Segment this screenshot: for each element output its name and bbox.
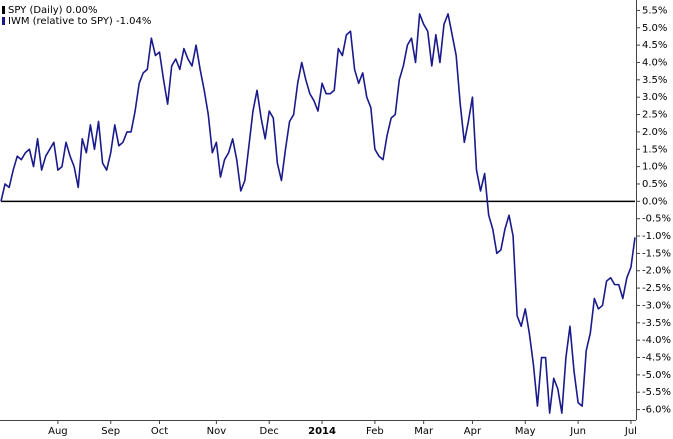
y-tick-label: -3.5% [642, 318, 671, 329]
x-tick-label: Aug [48, 426, 68, 437]
y-tick-label: 3.0% [642, 92, 667, 103]
series-line [0, 13, 636, 414]
x-tick-label: Mar [414, 426, 434, 437]
y-tick-label: -4.5% [642, 353, 671, 364]
legend-swatch [2, 6, 5, 14]
y-tick-label: 4.5% [642, 40, 667, 51]
y-tick-label: -5.0% [642, 370, 671, 381]
x-tick-label: Jun [569, 426, 586, 437]
y-tick-label: 2.0% [642, 127, 667, 138]
x-tick-label: Sep [101, 426, 120, 437]
y-tick-label: -4.0% [642, 335, 671, 346]
legend-swatch [2, 17, 5, 25]
y-tick-label: -5.5% [642, 387, 671, 398]
x-tick-label: Jul [624, 426, 637, 437]
y-tick-label: 0.5% [642, 179, 667, 190]
y-tick-label: 0.0% [642, 196, 667, 207]
y-tick-label: -3.0% [642, 300, 671, 311]
y-tick-label: -1.0% [642, 231, 671, 242]
y-tick-label: 2.5% [642, 110, 667, 121]
y-tick-label: 5.0% [642, 23, 667, 34]
y-tick-label: 3.5% [642, 75, 667, 86]
y-tick-label: -2.0% [642, 266, 671, 277]
x-tick-label: Oct [151, 426, 168, 437]
x-tick-label: Apr [464, 426, 482, 437]
x-tick-label: 2014 [308, 426, 336, 437]
y-tick-label: -6.0% [642, 405, 671, 416]
legend-label: SPY (Daily) 0.00% [8, 5, 98, 16]
x-tick-label: Feb [366, 426, 384, 437]
x-tick-label: Nov [207, 426, 227, 437]
legend-label: IWM (relative to SPY) -1.04% [8, 16, 151, 27]
y-tick-label: -1.5% [642, 248, 671, 259]
y-tick-label: -0.5% [642, 214, 671, 225]
y-tick-label: 5.5% [642, 5, 667, 16]
y-tick-label: 1.0% [642, 162, 667, 173]
y-tick-label: -2.5% [642, 283, 671, 294]
y-tick-label: 4.0% [642, 57, 667, 68]
y-tick-label: 1.5% [642, 144, 667, 155]
x-tick-label: Dec [260, 426, 279, 437]
x-tick-label: May [515, 426, 536, 437]
